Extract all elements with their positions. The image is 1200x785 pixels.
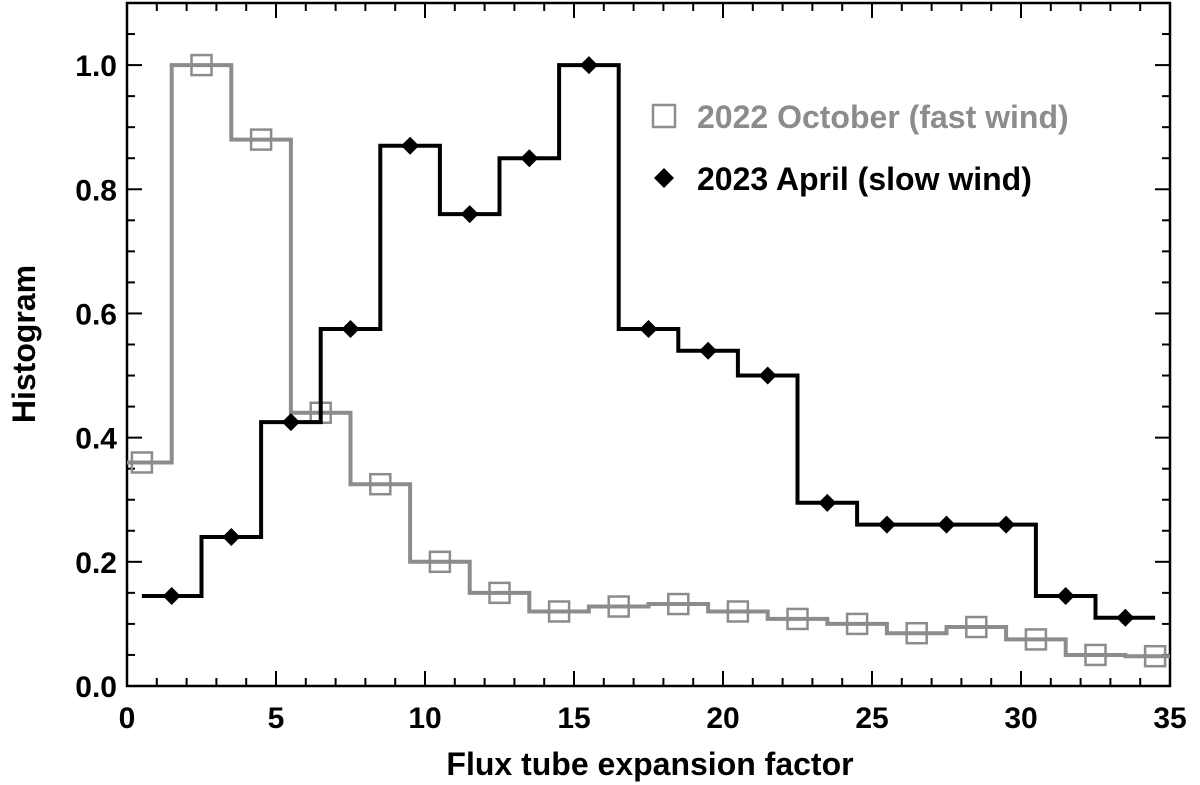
series-layer — [127, 53, 1170, 668]
data-point-square — [190, 53, 213, 77]
series-1 — [127, 53, 1170, 668]
data-point-diamond — [1116, 608, 1135, 627]
data-point-diamond — [1056, 586, 1075, 605]
data-point-square — [547, 600, 571, 623]
data-point-diamond — [579, 56, 598, 75]
data-point-diamond — [222, 527, 241, 546]
series-step-line — [127, 63, 1170, 659]
data-point-square — [428, 550, 452, 574]
legend-item-2: 2023 April (slow wind) — [654, 161, 1032, 197]
y-axis: 0.0 0.2 0.4 0.6 0.8 1.0 — [75, 2, 1170, 704]
x-tick-label: 5 — [268, 702, 285, 735]
data-point-square — [1084, 643, 1107, 667]
x-axis-title: Flux tube expansion factor — [446, 746, 853, 782]
series-step-line — [141, 63, 1156, 620]
data-point-diamond — [639, 319, 658, 338]
data-point-square — [845, 612, 869, 636]
data-point-diamond — [520, 149, 539, 168]
x-tick-label: 15 — [557, 702, 590, 735]
data-point-square — [667, 592, 690, 616]
x-tick-label: 25 — [855, 702, 888, 735]
data-point-diamond — [758, 366, 777, 385]
y-tick-label: 0.6 — [75, 298, 117, 331]
data-point-square — [607, 595, 630, 618]
data-point-square — [1024, 628, 1048, 651]
legend-marker-square — [651, 103, 677, 129]
y-tick-label: 1.0 — [75, 50, 117, 83]
y-tick-label: 0.2 — [75, 547, 117, 580]
data-point-square — [786, 607, 809, 631]
x-axis: 0 5 10 15 20 25 30 35 — [119, 3, 1187, 735]
y-tick-label: 0.8 — [75, 174, 117, 207]
data-point-diamond — [699, 341, 718, 360]
data-point-diamond — [460, 205, 479, 224]
data-point-diamond — [162, 586, 181, 605]
data-point-diamond — [281, 413, 300, 432]
data-point-diamond — [401, 136, 420, 155]
data-point-square — [488, 581, 511, 605]
data-point-square — [369, 472, 392, 496]
data-point-diamond — [877, 515, 896, 534]
y-axis-title: Histogram — [6, 265, 42, 423]
legend-label: 2023 April (slow wind) — [697, 161, 1032, 197]
data-point-diamond — [341, 319, 360, 338]
legend: 2022 October (fast wind) 2023 April (slow… — [651, 99, 1069, 197]
data-point-square — [130, 451, 154, 474]
y-tick-label: 0.4 — [75, 423, 117, 456]
x-tick-label: 30 — [1004, 702, 1037, 735]
x-tick-label: 20 — [706, 702, 739, 735]
series-2 — [141, 56, 1156, 627]
x-tick-label: 0 — [119, 702, 136, 735]
data-point-square — [965, 615, 988, 639]
data-point-diamond — [997, 515, 1016, 534]
legend-item-1: 2022 October (fast wind) — [651, 99, 1069, 135]
legend-marker-diamond — [654, 168, 674, 188]
data-point-square — [905, 621, 928, 645]
y-tick-label: 0.0 — [75, 671, 117, 704]
data-point-diamond — [818, 493, 837, 512]
data-point-diamond — [937, 515, 956, 534]
data-point-square — [726, 600, 750, 623]
x-tick-label: 35 — [1153, 702, 1186, 735]
x-tick-label: 10 — [408, 702, 441, 735]
legend-label: 2022 October (fast wind) — [697, 99, 1069, 135]
data-point-square — [249, 128, 273, 151]
data-point-square — [1143, 644, 1167, 668]
